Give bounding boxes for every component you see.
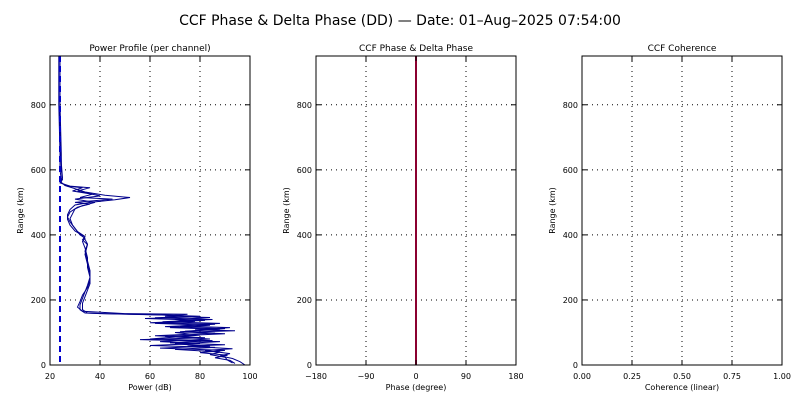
x-axis-label: Coherence (linear) [645,383,719,392]
y-tick-label: 200 [563,296,578,305]
panel-title: Power Profile (per channel) [89,44,210,54]
y-tick-label: 600 [563,166,578,175]
x-tick-label: 80 [195,372,205,381]
y-axis-label: Range (km) [16,187,25,234]
y-tick-label: 400 [563,231,578,240]
x-tick-label: 0.00 [573,372,591,381]
y-tick-label: 400 [297,231,312,240]
y-tick-label: 400 [31,231,46,240]
x-tick-label: 0.75 [723,372,741,381]
x-tick-label: 100 [242,372,257,381]
series-line-3 [59,56,233,364]
panel-title: CCF Phase & Delta Phase [359,44,473,54]
series-line-1 [59,56,246,366]
y-tick-label: 600 [297,166,312,175]
x-tick-label: 0 [413,372,418,381]
x-tick-label: 0.25 [623,372,641,381]
y-tick-label: 0 [307,361,312,370]
chart-panel-2: CCF Phase & Delta Phase −180 −90 0 90 180 0 200… [282,44,524,392]
x-tick-label: 180 [508,372,523,381]
x-tick-label: 40 [95,372,105,381]
x-tick-label: −90 [358,372,375,381]
y-tick-label: 800 [297,101,312,110]
y-tick-label: 0 [41,361,46,370]
plot-frame [581,55,783,366]
x-tick-label: 0.50 [673,372,691,381]
series-line-2 [58,56,236,364]
x-axis-label: Phase (degree) [386,383,447,392]
x-tick-label: 20 [45,372,55,381]
panel-title: CCF Coherence [648,44,717,54]
x-tick-label: 60 [145,372,155,381]
chart-panel-1: Power Profile (per channel) 20 40 60 80 100 0 2… [16,44,258,392]
x-tick-label: −180 [305,372,327,381]
y-tick-label: 800 [563,101,578,110]
y-tick-label: 800 [31,101,46,110]
x-tick-label: 90 [461,372,471,381]
y-tick-label: 200 [31,296,46,305]
y-tick-label: 0 [573,361,578,370]
y-axis-label: Range (km) [282,187,291,234]
figure-title: CCF Phase & Delta Phase (DD) — Date: 01–… [179,13,621,29]
x-axis-label: Power (dB) [128,383,172,392]
y-axis-label: Range (km) [548,187,557,234]
y-tick-label: 600 [31,166,46,175]
x-tick-label: 1.00 [773,372,791,381]
chart-panel-3: CCF Coherence 0.00 0.25 0.50 0.75 1.00 0 200 400… [548,44,791,392]
y-tick-label: 200 [297,296,312,305]
